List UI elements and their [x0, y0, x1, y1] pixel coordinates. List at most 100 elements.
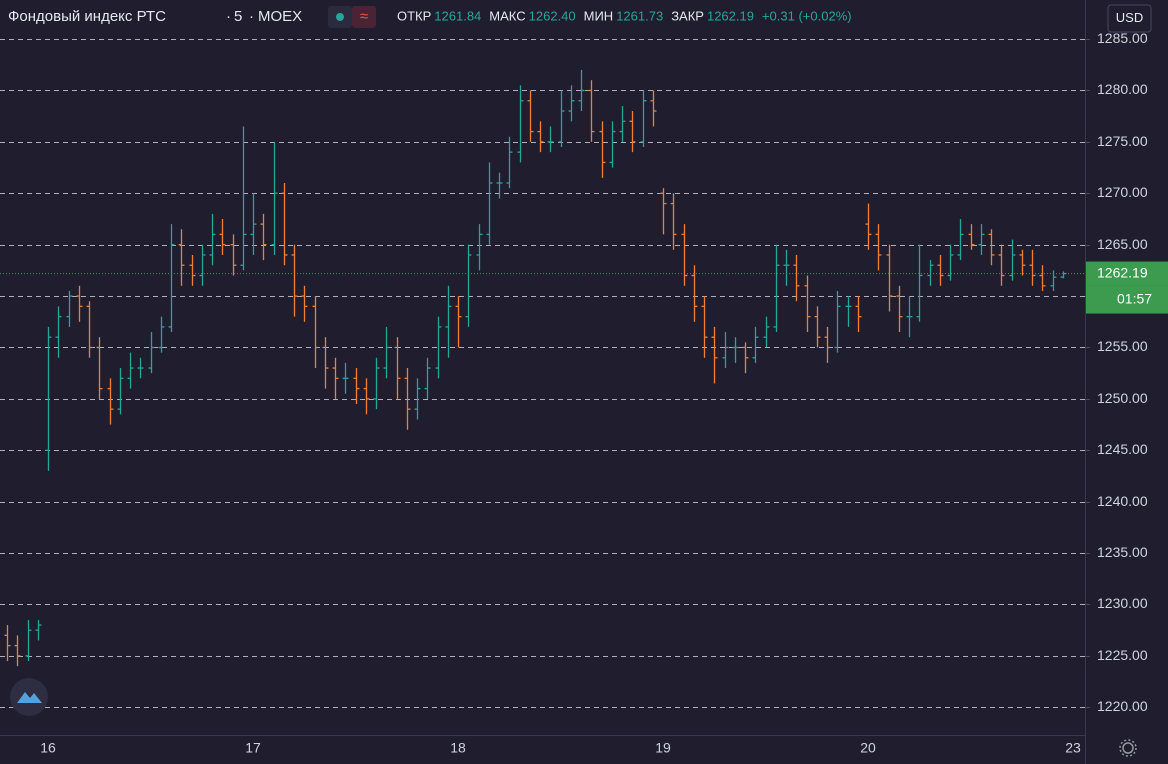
delay-symbol: ≈: [360, 8, 368, 25]
ohlc-bar: [209, 213, 216, 266]
ohlc-bar: [322, 337, 329, 389]
ohlc-bar: [927, 260, 934, 286]
legend-label: МИН: [584, 8, 614, 23]
ohlc-bar: [332, 357, 339, 399]
x-tick-label: 20: [860, 740, 876, 756]
ohlc-bar: [25, 619, 32, 662]
x-tick-label: 19: [655, 740, 671, 756]
ohlc-bar: [578, 69, 585, 112]
ohlc-bar: [875, 224, 882, 271]
ohlc-bar: [599, 121, 606, 178]
bars: [4, 69, 1067, 667]
ohlc-bar: [66, 290, 73, 327]
ohlc-bar: [45, 326, 52, 471]
countdown-box: [1086, 285, 1168, 314]
ohlc-bar: [404, 368, 411, 430]
ohlc-bar: [722, 332, 729, 369]
ohlc-bar: [35, 619, 42, 641]
ohlc-bar: [199, 244, 206, 286]
ohlc-bar: [537, 121, 544, 153]
last-price-label: 1262.19: [1097, 264, 1148, 280]
exchange[interactable]: MOEX: [258, 8, 302, 25]
symbol-title[interactable]: Фондовый индекс РТС: [8, 8, 166, 25]
ohlc-bar: [896, 285, 903, 333]
ohlc-bar: [158, 316, 165, 353]
axes: 1220.00 1225.00 1230.00 1235.00 1240.00 1245.…: [40, 30, 1148, 756]
ohlc-bar: [547, 126, 554, 153]
ohlc-bar: [107, 378, 114, 425]
ohlc-bar: [670, 193, 677, 250]
settings-teeth: [1119, 739, 1137, 757]
settings-icon[interactable]: [1122, 742, 1134, 754]
ohlc-bar: [260, 213, 267, 261]
delay-icon[interactable]: [352, 6, 376, 28]
ohlc-bar: [117, 368, 124, 415]
legend-value: 1262.19: [707, 8, 754, 23]
ohlc-bar: [947, 244, 954, 281]
logo: [17, 692, 42, 703]
last-price-box: [1086, 261, 1168, 286]
ohlc-bar: [189, 254, 196, 286]
y-tick-label: 1255.00: [1097, 338, 1148, 354]
ohlc-bar: [701, 296, 708, 358]
ohlc-bar: [178, 229, 185, 286]
ohlc-bar: [506, 136, 513, 189]
interval[interactable]: 5: [234, 8, 242, 25]
ohlc-bar: [834, 290, 841, 353]
ohlc-bar: [660, 188, 667, 235]
ohlc-bar: [127, 352, 134, 389]
ohlc-bar: [455, 296, 462, 348]
y-tick-label: 1270.00: [1097, 184, 1148, 200]
y-tick-label: 1240.00: [1097, 493, 1148, 509]
ohlc-bar: [988, 229, 995, 266]
ohlc-bar: [240, 126, 247, 271]
ohlc-bar: [465, 244, 472, 327]
ohlc-bar: [496, 172, 503, 199]
ohlc-bar: [230, 234, 237, 276]
ohlc-bar: [1039, 265, 1046, 291]
ohlc-bar: [1009, 239, 1016, 281]
ohlc-bar: [804, 275, 811, 333]
ohlc-bar: [517, 85, 524, 163]
ohlc-bar: [629, 111, 636, 153]
ohlc-bar: [527, 90, 534, 142]
ohlc-bar: [588, 80, 595, 142]
ohlc-bar: [998, 244, 1005, 286]
ohlc-legend: ОТКР 1261.84 МАКС 1262.40 МИН 1261.73 ЗАКР 1262…: [397, 8, 852, 23]
y-tick-label: 1280.00: [1097, 81, 1148, 97]
legend-change: +0.31 (+0.02%): [762, 8, 852, 23]
ohlc-bar: [1060, 271, 1067, 279]
ohlc-bar: [312, 296, 319, 369]
legend-label: МАКС: [489, 8, 525, 23]
ohlc-bar: [732, 337, 739, 363]
ohlc-bar: [435, 316, 442, 379]
ohlc-bar: [824, 326, 831, 363]
currency-button[interactable]: [1107, 4, 1152, 33]
ohlc-bar: [383, 326, 390, 379]
ohlc-bar: [763, 316, 770, 348]
legend-value: 1261.84: [434, 8, 481, 23]
legend-value: 1261.73: [616, 8, 663, 23]
ohlc-bar: [414, 378, 421, 420]
ohlc-bar: [711, 326, 718, 384]
ohlc-bar: [394, 337, 401, 399]
status-dot: [336, 13, 344, 21]
ohlc-bar: [301, 285, 308, 322]
ohlc-bar: [1050, 270, 1057, 291]
ohlc-bar: [650, 90, 657, 127]
ohlc-bar: [271, 141, 278, 255]
ohlc-bar: [291, 244, 298, 317]
ohlc-bar: [558, 90, 565, 148]
y-tick-label: 1230.00: [1097, 595, 1148, 611]
grid: [0, 39, 1085, 708]
legend-label: ЗАКР: [671, 8, 704, 23]
y-tick-label: 1265.00: [1097, 236, 1148, 252]
ohlc-bar: [137, 357, 144, 379]
ohlc-bar: [148, 332, 155, 374]
y-tick-label: 1220.00: [1097, 698, 1148, 714]
ohlc-bar: [219, 218, 226, 255]
y-tick-label: 1285.00: [1097, 30, 1148, 46]
x-tick-label: 23: [1065, 740, 1081, 756]
ohlc-bar: [168, 224, 175, 333]
ohlc-bar: [968, 224, 975, 250]
